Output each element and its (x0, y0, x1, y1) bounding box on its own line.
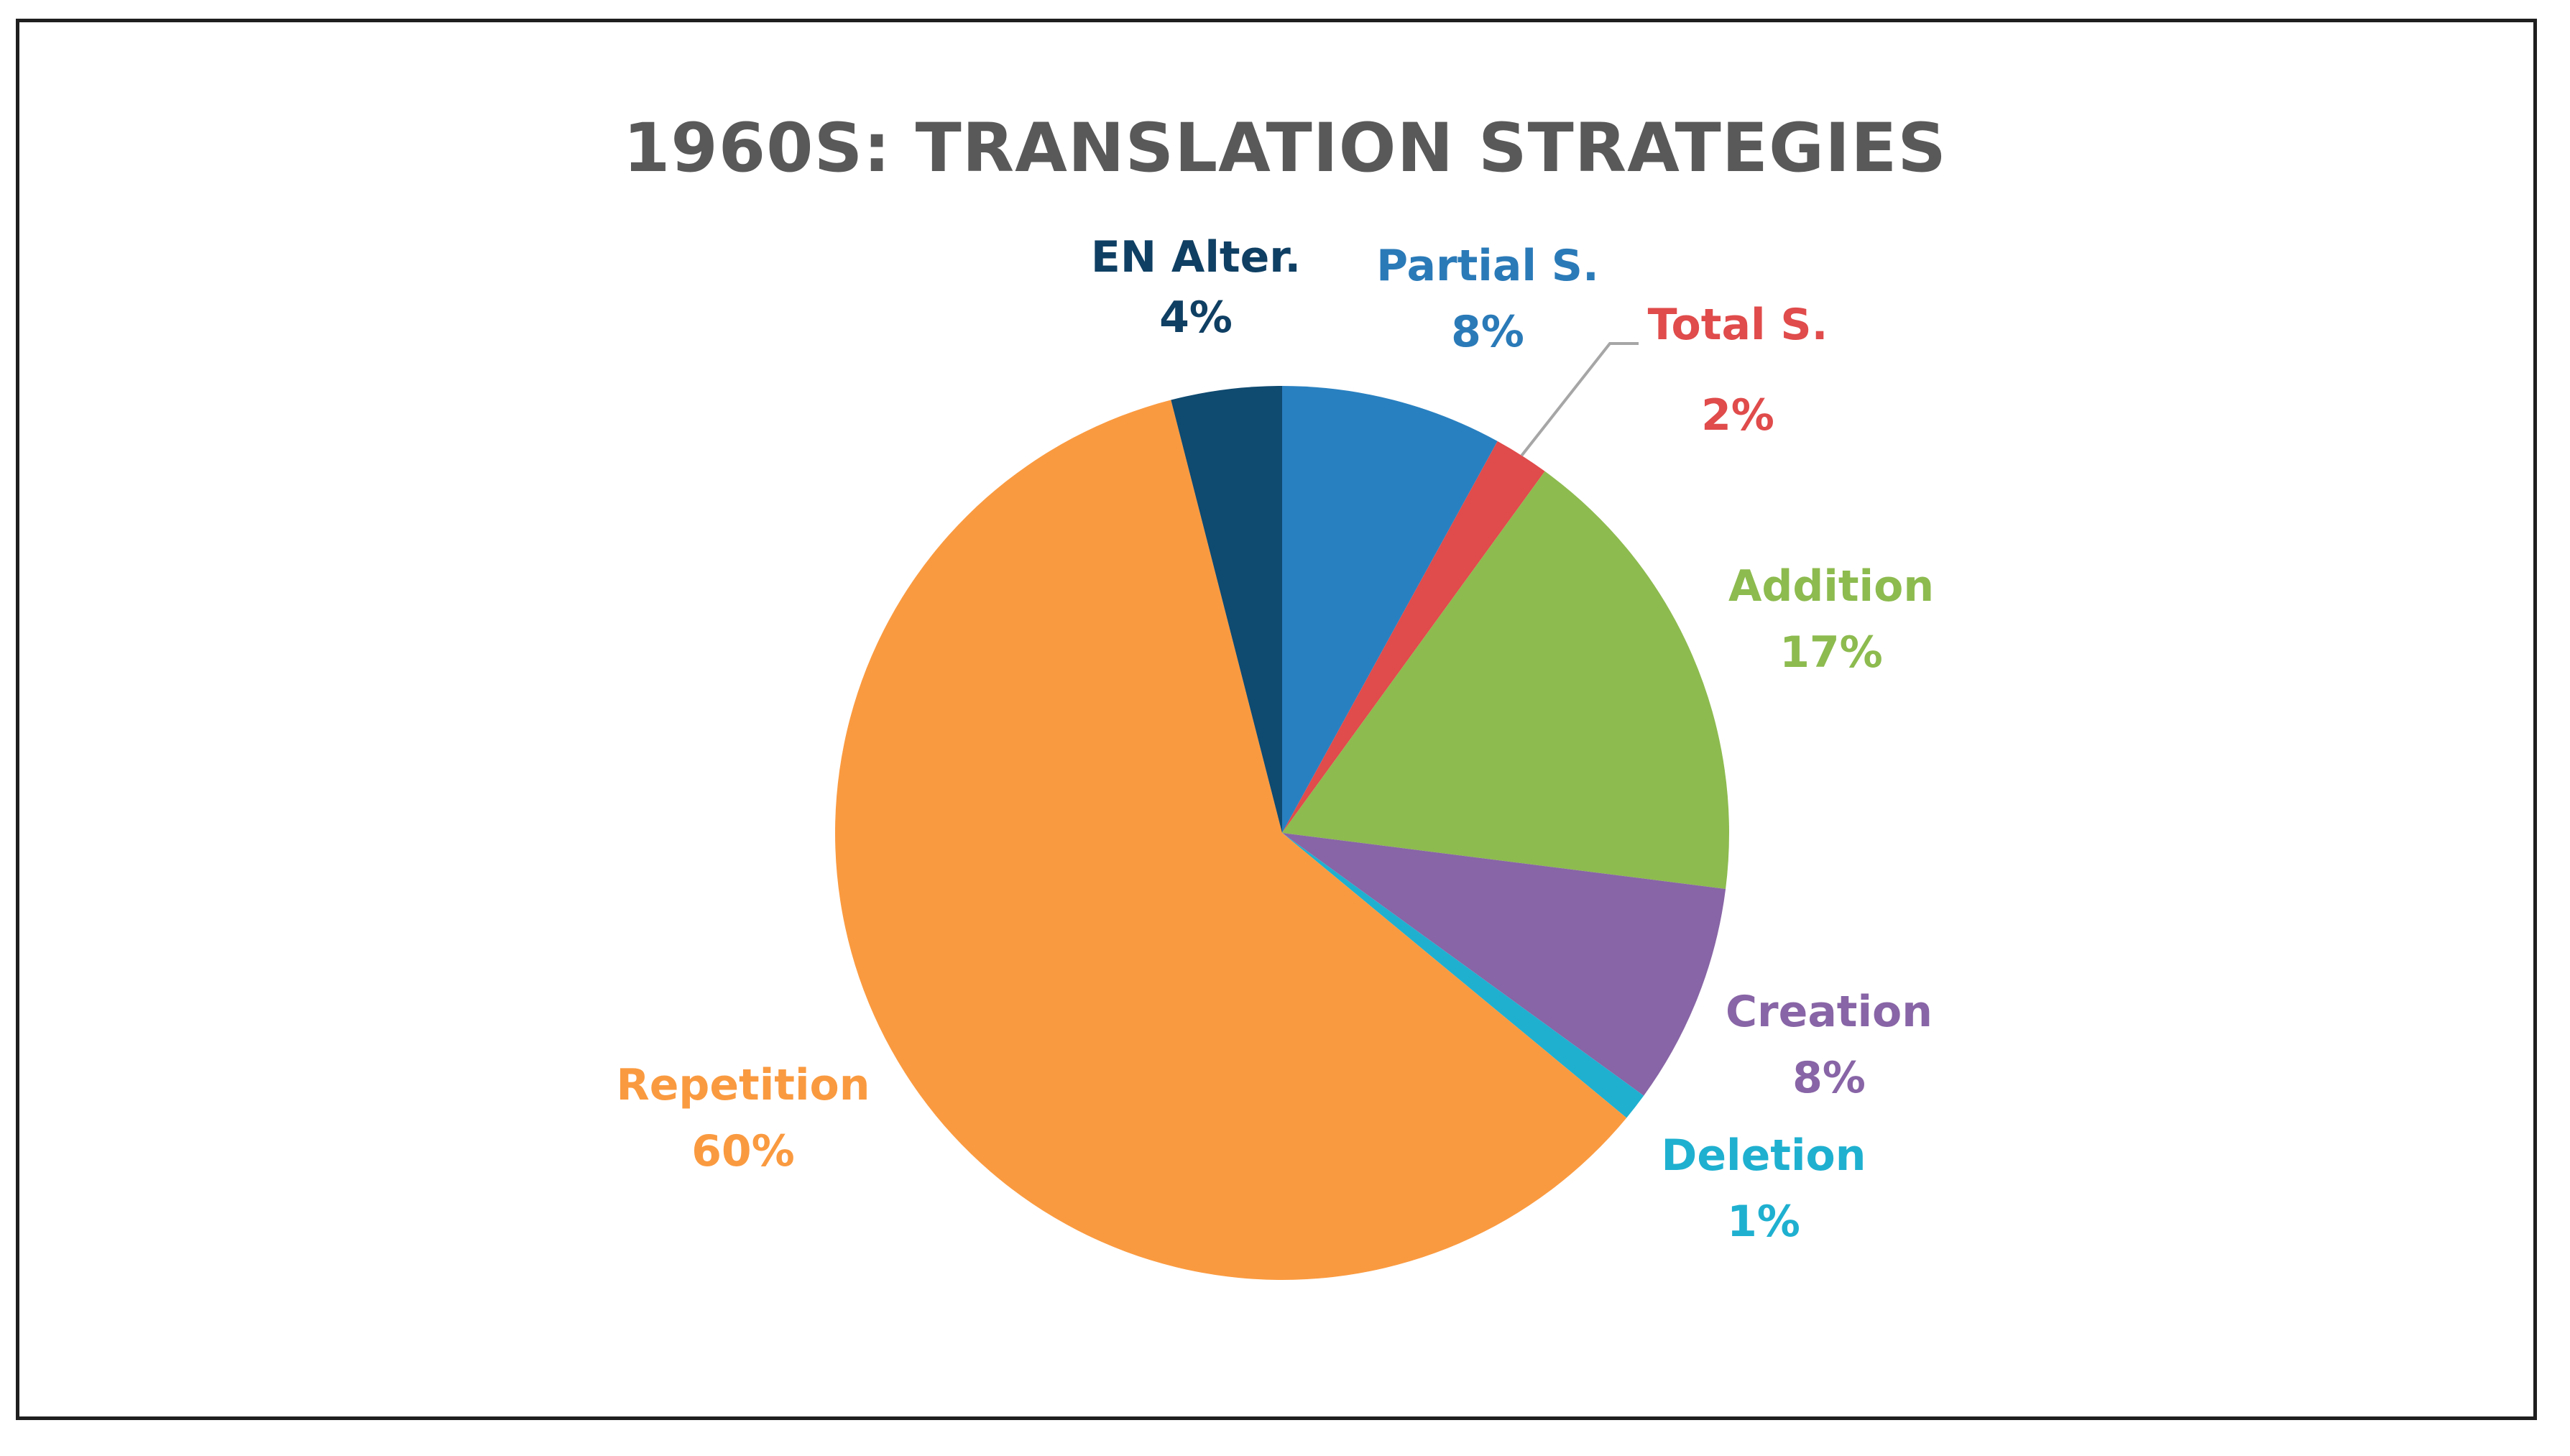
slice-value-deletion: 1% (1727, 1197, 1800, 1247)
slice-value-addition: 17% (1779, 627, 1883, 678)
leader-lines (1520, 342, 1639, 457)
slice-label-addition: Addition (1728, 561, 1934, 612)
slice-value-partial-s: 8% (1451, 307, 1524, 357)
chart-title: 1960S: TRANSLATION STRATEGIES (622, 109, 1948, 188)
slice-label-en-alter: EN Alter. (1091, 232, 1301, 282)
pie-slice-creation (1282, 833, 1726, 1096)
slice-value-repetition: 60% (691, 1126, 795, 1176)
slice-label-partial-s: Partial S. (1376, 241, 1599, 291)
pie-slice-addition (1282, 471, 1729, 889)
pie-slice-deletion (1282, 833, 1644, 1118)
slice-label-repetition: Repetition (617, 1060, 870, 1110)
slice-value-en-alter: 4% (1159, 292, 1233, 343)
slice-label-total-s: Total S. (1648, 300, 1828, 350)
slice-value-total-s: 2% (1701, 390, 1774, 441)
pie-slice-partial-s (1282, 386, 1498, 833)
pie-slice-total-s (1282, 441, 1545, 833)
data-labels: Partial S. 8% Total S. 2% Addition 17% Creatio… (617, 232, 1935, 1247)
leader-line-total-s (1520, 342, 1639, 457)
pie-slice-en-alter (1171, 386, 1282, 833)
slice-value-creation: 8% (1792, 1053, 1866, 1103)
slice-label-creation: Creation (1726, 987, 1933, 1037)
slice-label-deletion: Deletion (1662, 1130, 1866, 1181)
pie-slice-repetition (835, 400, 1627, 1280)
pie-slices (835, 386, 1729, 1280)
